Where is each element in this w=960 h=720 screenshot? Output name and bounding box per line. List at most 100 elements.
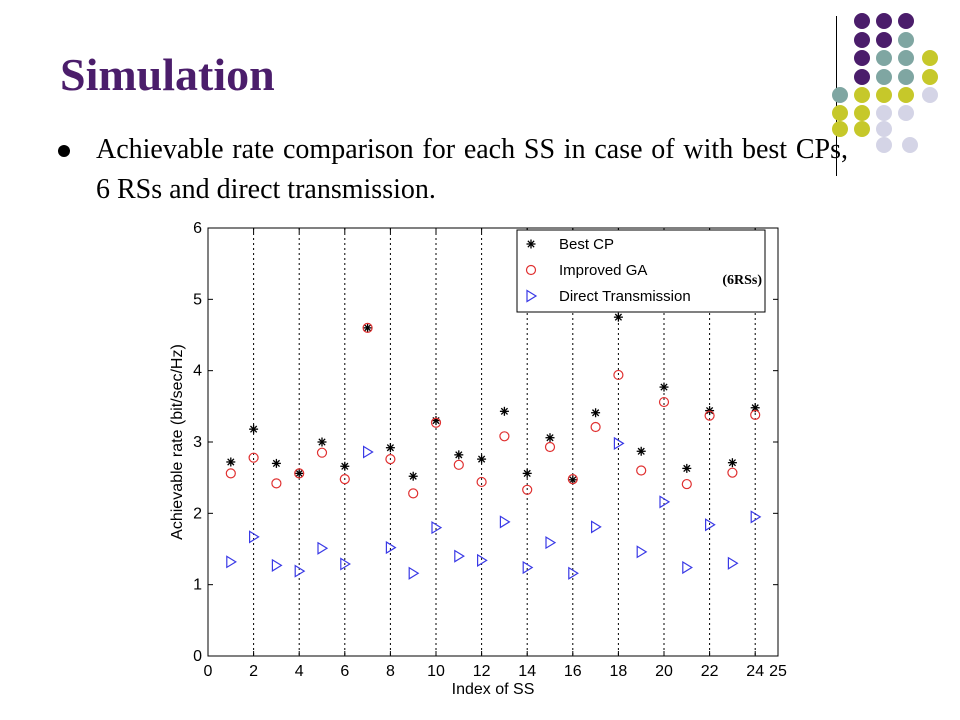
data-point (704, 518, 716, 532)
star-stroke (318, 438, 326, 446)
data-point (636, 446, 646, 456)
data-point (704, 410, 715, 421)
data-point (590, 520, 602, 534)
data-point (613, 436, 625, 450)
x-tick-label: 12 (473, 663, 491, 680)
data-point (750, 510, 762, 524)
data-point (226, 457, 236, 467)
data-point (271, 558, 283, 572)
data-point (363, 323, 373, 333)
x-axis-label: Index of SS (452, 681, 535, 698)
data-point (431, 521, 443, 535)
star-stroke (500, 407, 509, 415)
y-tick-label: 3 (193, 434, 202, 451)
decorative-dot (922, 87, 938, 103)
legend-label: Improved GA (559, 262, 647, 279)
data-point (499, 431, 510, 442)
data-point (408, 566, 420, 580)
series-improved-ga (225, 322, 761, 499)
data-point (591, 408, 601, 418)
decorative-dot (876, 121, 892, 137)
decorative-dot (922, 69, 938, 85)
series-direct-transmission (226, 436, 762, 580)
data-point (499, 515, 511, 529)
data-point (340, 461, 350, 471)
decorative-dot (898, 105, 914, 121)
star-stroke (227, 458, 235, 466)
x-tick-label: 22 (701, 663, 719, 680)
data-point (248, 452, 259, 463)
y-tick-label: 6 (193, 220, 202, 237)
data-point (294, 468, 305, 479)
x-tick-label: 14 (518, 663, 536, 680)
data-point (727, 467, 738, 478)
data-point (453, 459, 464, 470)
data-point (522, 468, 532, 478)
data-point (682, 463, 692, 473)
decorative-dot (876, 50, 892, 66)
decorative-dot (898, 50, 914, 66)
data-point (545, 536, 557, 550)
star-stroke (249, 425, 258, 433)
decorative-dot (898, 32, 914, 48)
decorative-dot (854, 87, 870, 103)
star-stroke (272, 459, 281, 468)
decorative-dot (854, 13, 870, 29)
decorative-dot (854, 69, 870, 85)
decorative-dot (854, 50, 870, 66)
star-stroke (409, 472, 417, 480)
decorative-dot (854, 121, 870, 137)
data-point (249, 424, 259, 434)
data-point (430, 417, 442, 428)
data-point (636, 545, 648, 559)
bullet-item: Achievable rate comparison for each SS i… (58, 130, 848, 210)
legend-marker (526, 289, 538, 303)
star-stroke (523, 469, 531, 477)
data-point (408, 471, 418, 481)
decorative-dot (832, 87, 848, 103)
y-tick-label: 1 (193, 577, 202, 594)
decorative-dot (898, 69, 914, 85)
data-point (476, 476, 487, 488)
data-point (567, 473, 578, 485)
data-point (568, 475, 578, 485)
x-tick-label: 0 (204, 663, 213, 680)
data-point (477, 454, 487, 464)
annotation-6rss: (6RSs) (722, 273, 762, 288)
decorative-dot (876, 105, 892, 121)
x-tick-label: 4 (295, 663, 304, 680)
legend-label: Direct Transmission (559, 288, 691, 305)
x-tick-label: 24 (746, 663, 764, 680)
data-point (613, 312, 623, 322)
x-tick-label: 8 (386, 663, 395, 680)
decorative-dot (854, 105, 870, 121)
x-tick-label: 6 (340, 663, 349, 680)
data-point (544, 441, 556, 453)
x-tick-label: 20 (655, 663, 673, 680)
data-point (659, 382, 669, 392)
data-point (362, 322, 373, 333)
data-point (225, 468, 236, 479)
star-stroke (728, 459, 737, 467)
y-tick-label: 5 (193, 291, 202, 308)
legend-box (516, 229, 766, 313)
decorative-dot (922, 50, 938, 66)
data-point (226, 555, 237, 569)
y-axis-label: Achievable rate (bit/sec/Hz) (169, 344, 186, 540)
data-point (249, 530, 260, 544)
data-point (271, 478, 282, 489)
data-point (590, 421, 601, 433)
decorative-dot (876, 87, 892, 103)
star-stroke (341, 462, 349, 470)
decorative-dot (832, 105, 848, 121)
star-stroke (455, 451, 463, 459)
data-point (636, 465, 647, 476)
data-point (750, 409, 761, 420)
data-point (545, 433, 555, 443)
star-stroke (683, 464, 691, 473)
legend-marker (525, 264, 537, 276)
star-stroke (660, 383, 668, 391)
star-stroke (386, 444, 395, 452)
data-point (682, 560, 693, 575)
star-stroke (751, 404, 759, 412)
